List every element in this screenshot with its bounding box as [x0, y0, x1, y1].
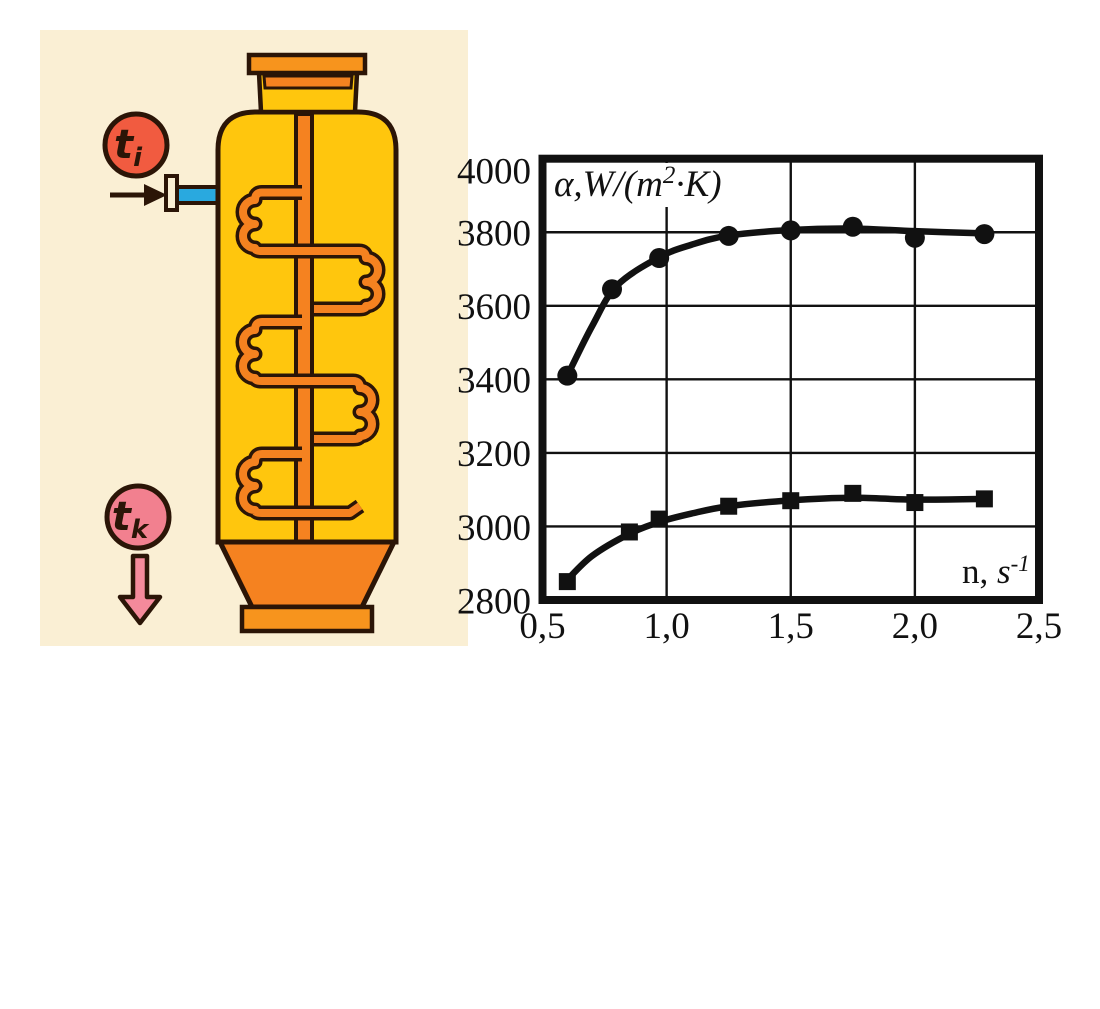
plot-border	[538, 154, 1043, 604]
y-tick-label-4000: 4000	[457, 151, 531, 192]
y-tick-label-3000: 3000	[457, 508, 531, 549]
series-lower-curve-point	[975, 490, 993, 508]
ylabel-mask	[546, 163, 768, 207]
series-upper-curve-point	[842, 216, 863, 237]
series-upper-curve-line	[564, 225, 988, 379]
x-tick-label-0,5: 0,5	[519, 606, 565, 647]
inlet-temp-badge: ti	[102, 111, 170, 179]
y-tick-label-2800: 2800	[457, 581, 531, 622]
y-tick-label-3800: 3800	[457, 214, 531, 255]
series-upper-curve-point	[602, 279, 623, 300]
outlet-temp-label: tk	[112, 494, 150, 545]
outlet-temp-badge: tk	[104, 483, 172, 551]
y-tick-label-3200: 3200	[457, 434, 531, 475]
series-upper-curve-point	[557, 365, 578, 386]
vessel-neck-band	[262, 74, 354, 90]
x-tick-label-1,5: 1,5	[768, 606, 814, 647]
x-tick-label-1,0: 1,0	[644, 606, 690, 647]
series-lower-curve-point	[650, 510, 668, 528]
series-lower-curve-point	[720, 497, 738, 515]
top-flange	[246, 52, 368, 76]
x-tick-label-2,0: 2,0	[892, 606, 938, 647]
bottom-flange	[239, 604, 375, 634]
series-upper-curve-point	[780, 220, 801, 241]
y-tick-label-3400: 3400	[457, 361, 531, 402]
vessel-diagram-panel: ti tk	[40, 30, 468, 646]
series-lower-curve-point	[558, 573, 576, 591]
feed-arrow-icon	[110, 184, 167, 206]
series-upper-curve-point	[974, 224, 995, 245]
y-tick-label-3600: 3600	[457, 287, 531, 328]
inlet-pipe-flange	[164, 174, 179, 212]
series-lower-curve-point	[844, 484, 862, 502]
series-upper-curve-point	[904, 227, 925, 248]
series-lower-curve-point	[620, 523, 638, 541]
vessel-cone-bottom	[215, 539, 399, 610]
x-tick-label-2,5: 2,5	[1016, 606, 1062, 647]
outlet-down-arrow-icon	[117, 553, 163, 626]
x-axis-title: n, s-1	[962, 551, 1030, 591]
series-lower-curve-point	[782, 492, 800, 510]
y-axis-title: α,W/(m2·K)	[554, 162, 722, 205]
series-lower-curve-point	[906, 494, 924, 512]
inlet-temp-label: ti	[114, 122, 143, 173]
series-lower-curve-line	[564, 494, 988, 584]
series-upper-curve-point	[649, 247, 670, 268]
series-upper-curve-point	[718, 225, 739, 246]
